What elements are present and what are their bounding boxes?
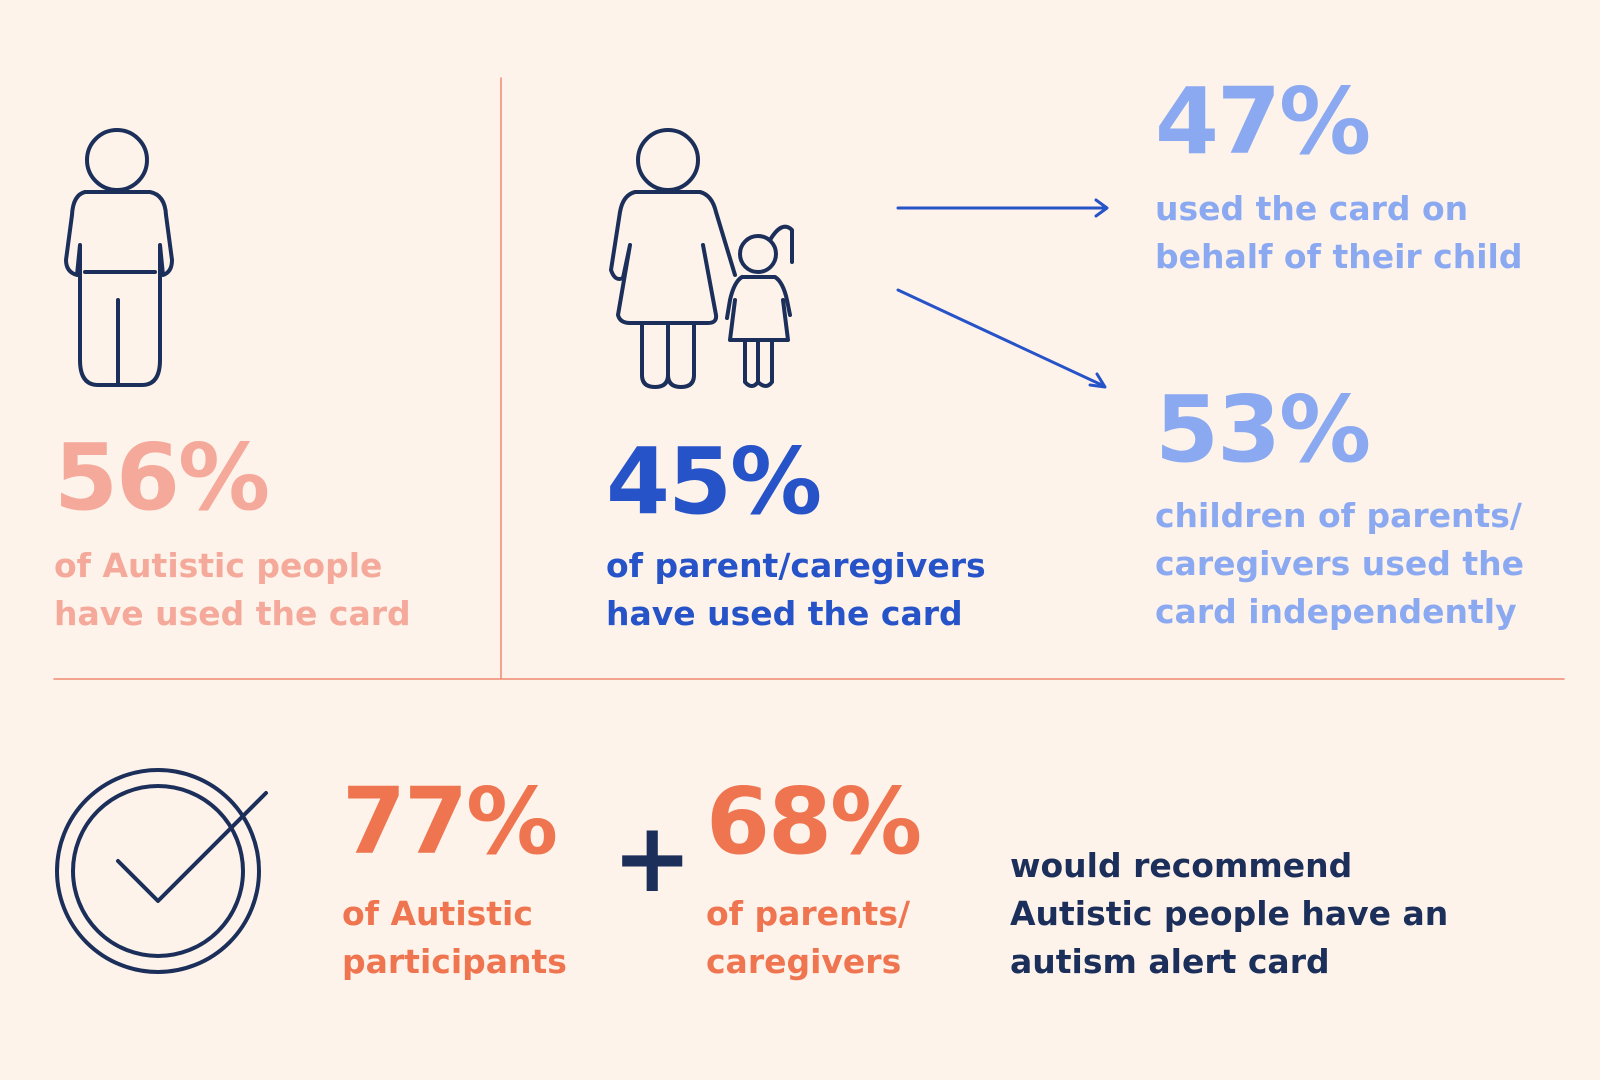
arrow-head (1088, 372, 1107, 389)
stat-label: used the card on behalf of their child (1155, 185, 1522, 281)
label-line: used the card on (1155, 189, 1469, 228)
label-line: card independently (1155, 592, 1517, 631)
stat-label: of parents/caregivers (706, 890, 910, 986)
label-line: of Autistic people (54, 546, 383, 585)
label-line: of parents/ (706, 894, 911, 933)
conclusion-line: would recommend (1010, 846, 1353, 885)
stat-label: of Autistic people have used the card (54, 542, 411, 638)
stat-value: 53% (1155, 376, 1371, 483)
plus-sign: + (612, 802, 692, 914)
stat-value: 68% (706, 768, 922, 875)
conclusion: would recommend Autistic people have an au… (1010, 842, 1448, 986)
conclusion-line: autism alert card (1010, 942, 1330, 981)
stat-value: 47% (1155, 68, 1371, 175)
arrows (896, 198, 1109, 389)
stat-label: of parent/caregivers have used the card (606, 542, 986, 638)
conclusion-line: Autistic people have an (1010, 894, 1449, 933)
label-line: caregivers (706, 942, 902, 981)
person-icon (64, 128, 174, 387)
label-line: have used the card (606, 594, 963, 633)
arrow (896, 288, 1106, 388)
stat-value: 56% (54, 424, 270, 531)
label-line: children of parents/ (1155, 496, 1522, 535)
stat-value: 45% (606, 428, 822, 535)
stat-label: of Autistic participants (342, 890, 567, 986)
label-line: have used the card (54, 594, 411, 633)
label-line: behalf of their child (1155, 237, 1523, 276)
label-line: participants (342, 942, 567, 981)
arrow-head (1094, 198, 1109, 218)
parent-child-icon (609, 128, 794, 389)
stat-value: 77% (342, 768, 558, 875)
check-icon (55, 768, 268, 974)
label-line: of Autistic (342, 894, 533, 933)
label-line: of parent/caregivers (606, 546, 986, 585)
stat-label: children of parents/caregivers used the c… (1155, 492, 1524, 636)
label-line: caregivers used the (1155, 544, 1524, 583)
